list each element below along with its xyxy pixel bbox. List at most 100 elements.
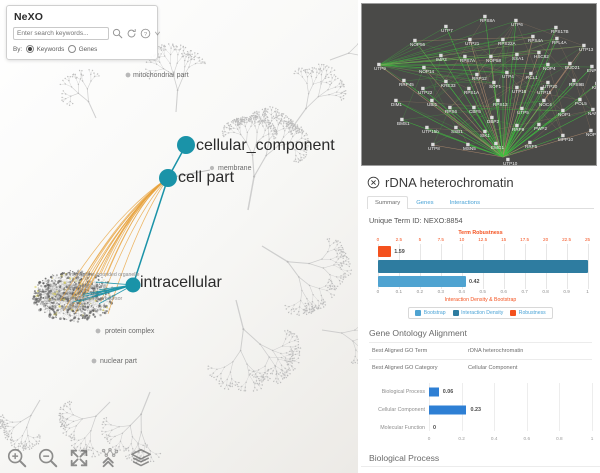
gene-node-label[interactable]: UTP8 (428, 146, 440, 151)
go-bar-row: Cellular Component 0.23 (369, 401, 592, 419)
radio-genes[interactable]: Genes (68, 45, 97, 53)
gene-node-label[interactable]: UBI1 (427, 102, 438, 107)
gene-node-label[interactable]: UTP13 (579, 47, 594, 52)
ontology-tree-viewer[interactable]: cellular_component cell part intracellular… (0, 0, 358, 473)
gene-node-label[interactable]: UTP20 (543, 84, 558, 89)
gene-node-label[interactable]: RPS17B (551, 29, 569, 34)
gene-node-label[interactable]: NOP56 (410, 42, 426, 47)
tab-genes[interactable]: Genes (416, 200, 434, 206)
gene-node-label[interactable]: RRP12 (472, 76, 487, 81)
gene-node-label[interactable]: IMP3 (436, 57, 447, 62)
gene-node-label[interactable]: UTP4 (502, 74, 514, 79)
radio-keywords-dot[interactable] (26, 45, 35, 53)
gene-node-label[interactable]: UTP5 (517, 110, 529, 115)
gene-node-label[interactable]: RPS9B (569, 82, 584, 87)
gene-node-label[interactable]: BUD21 (565, 65, 580, 70)
chevron-down-icon[interactable] (154, 28, 161, 39)
tab-interactions[interactable]: Interactions (449, 200, 481, 206)
radio-keywords-label: Keywords (36, 45, 65, 53)
tree-toolbar[interactable] (6, 447, 152, 469)
radio-genes-dot[interactable] (68, 45, 77, 53)
gene-node-label[interactable]: UTP15b (422, 129, 439, 134)
chart-legend[interactable]: Bootstrap Interaction Density Robustness (408, 307, 553, 319)
gene-node-label[interactable]: RPS7A (460, 58, 476, 63)
gene-node-label[interactable]: SSA1 (512, 56, 524, 61)
gene-node-label[interactable]: RRP45 (399, 82, 414, 87)
gene-node-label[interactable]: UTP15 (537, 90, 552, 95)
gene-node-label[interactable]: RPS13 (493, 102, 508, 107)
gene-interaction-network[interactable]: UTP9 NOP56 UTP7 RPS8A UTP6 RPS17B UTP21 RPS22A R… (361, 3, 597, 166)
chart-gridline (587, 244, 589, 289)
gene-node-label[interactable]: POL5 (575, 101, 587, 106)
radio-keywords[interactable]: Keywords (26, 45, 64, 53)
gene-network-canvas[interactable]: UTP9 NOP56 UTP7 RPS8A UTP6 RPS17B UTP21 RPS22A R… (362, 4, 597, 166)
info-tabs[interactable]: Summary Genes Interactions (367, 195, 594, 209)
gene-node-label[interactable]: RPS4A (528, 38, 544, 43)
search-row[interactable]: ? (13, 27, 161, 40)
search-panel[interactable]: NeXO ? By: (6, 5, 161, 60)
legend-item-interaction-density[interactable]: Interaction Density (452, 310, 503, 316)
gene-node-label[interactable]: NAN1 (588, 111, 597, 116)
go-bar-label: Cellular Component (378, 407, 425, 413)
gene-node-label[interactable]: UTP22 (418, 90, 433, 95)
gene-node-label[interactable]: DIM1 (391, 102, 402, 107)
gene-node-label[interactable]: HSC82 (534, 54, 549, 59)
gene-node-label[interactable]: PWP2 (534, 126, 547, 131)
collapse-icon[interactable] (99, 447, 121, 469)
gene-node-label[interactable]: RRP9 (512, 127, 525, 132)
gene-node-label[interactable]: RCL1 (526, 75, 538, 80)
ontology-tree-canvas[interactable] (0, 0, 358, 473)
legend-item-bootstrap[interactable]: Bootstrap (415, 310, 446, 316)
zoom-out-icon[interactable] (37, 447, 59, 469)
gene-node-label[interactable]: SSB1 (451, 129, 463, 134)
gene-node-label[interactable]: NOP6 (586, 132, 597, 137)
gene-node-label[interactable]: UTP21 (465, 41, 480, 46)
gene-node-label[interactable]: UTP9 (374, 66, 386, 71)
fit-to-screen-icon[interactable] (68, 447, 90, 469)
gene-node-label[interactable]: NOP4 (543, 66, 556, 71)
gene-node-label[interactable]: RRP5 (525, 144, 538, 149)
gene-node-label[interactable]: MSN5 (463, 146, 476, 151)
layers-icon[interactable] (130, 447, 152, 469)
close-circle-icon[interactable] (367, 176, 380, 189)
tab-summary[interactable]: Summary (367, 196, 409, 209)
zoom-in-icon[interactable] (6, 447, 28, 469)
refresh-icon[interactable] (126, 28, 137, 39)
gene-node-label[interactable]: UTP10 (503, 161, 518, 166)
gene-node-label[interactable]: NOP14 (419, 69, 435, 74)
search-by-row[interactable]: By: Keywords Genes (13, 45, 151, 53)
gene-node-label[interactable]: EMG1 (491, 145, 504, 150)
legend-label-bootstrap: Bootstrap (423, 310, 446, 316)
gene-node-label[interactable]: UTP18 (512, 89, 527, 94)
gene-node-label[interactable]: RPS8A (480, 18, 496, 23)
gene-node-label[interactable]: NOC4 (539, 102, 552, 107)
gene-node-label[interactable]: DBP2 (487, 119, 499, 124)
help-icon[interactable]: ? (140, 28, 151, 39)
gene-node-label[interactable]: KRE33 (441, 83, 456, 88)
term-info-panel[interactable]: rDNA heterochromatin Summary Genes Inter… (361, 170, 600, 473)
gene-node-label[interactable]: CBF5 (469, 109, 481, 114)
go-row-term-value: rDNA heterochromatin (468, 348, 524, 354)
gene-node-label[interactable]: KRI1 (592, 85, 597, 90)
gene-node-label[interactable]: RPS6 (445, 109, 457, 114)
bottom-axis-tick: 0.8 (542, 289, 549, 294)
legend-item-robustness[interactable]: Robustness (510, 310, 546, 316)
legend-label-robustness: Robustness (518, 310, 546, 316)
gene-node-label[interactable]: SIK1 (480, 133, 490, 138)
gene-node-label[interactable]: UTP6 (511, 22, 523, 27)
search-icon[interactable] (112, 28, 123, 39)
search-input[interactable] (13, 27, 109, 40)
gene-node-label[interactable]: RPS22A (498, 41, 517, 46)
gene-node-label[interactable]: BMS1 (397, 121, 410, 126)
gene-node-label[interactable]: NOP1 (558, 112, 571, 117)
gene-node-label[interactable]: UTP7 (441, 28, 453, 33)
gene-node-label[interactable]: RPS1A (464, 90, 480, 95)
gene-node-label[interactable]: ENP1 (587, 68, 597, 73)
chart-xlabel: Interaction Density & Bootstrap (444, 297, 517, 303)
gene-node-label[interactable]: RPL4A (552, 40, 567, 45)
bottom-axis-tick: 1 (586, 289, 589, 294)
gene-node-label[interactable]: NOP58 (486, 58, 502, 63)
gene-node-label[interactable]: MPP10 (558, 137, 574, 142)
gene-node-label[interactable]: SOF1 (489, 84, 501, 89)
